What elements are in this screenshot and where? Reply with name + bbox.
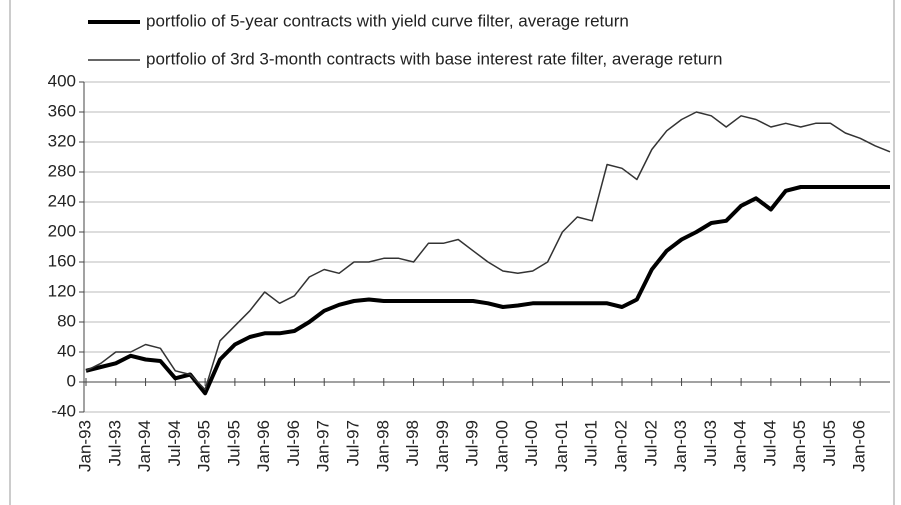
x-tick-label: Jul-04 <box>760 420 779 466</box>
x-tick-label: Jul-94 <box>165 420 184 466</box>
x-tick-label: Jan-95 <box>195 420 214 472</box>
x-tick-label: Jan-94 <box>135 420 154 472</box>
x-tick-label: Jan-98 <box>373 420 392 472</box>
x-tick-label: Jul-95 <box>224 420 243 466</box>
series-line <box>85 111 891 391</box>
x-tick-label: Jul-02 <box>641 420 660 466</box>
x-tick-label: Jan-02 <box>611 420 630 472</box>
x-tick-label: Jul-01 <box>582 420 601 466</box>
y-tick-label: 40 <box>57 341 76 360</box>
x-tick-label: Jan-00 <box>492 420 511 472</box>
x-tick-label: Jan-05 <box>790 420 809 472</box>
y-tick-label: 280 <box>48 161 76 180</box>
x-tick-label: Jul-99 <box>463 420 482 466</box>
y-tick-label: 0 <box>67 371 76 390</box>
x-tick-label: Jul-00 <box>522 420 541 466</box>
y-tick-label: 120 <box>48 281 76 300</box>
x-tick-label: Jan-93 <box>75 420 94 472</box>
x-tick-label: Jul-93 <box>105 420 124 466</box>
legend-label: portfolio of 3rd 3-month contracts with … <box>146 49 722 68</box>
x-tick-label: Jul-96 <box>284 420 303 466</box>
x-tick-label: Jul-97 <box>343 420 362 466</box>
x-tick-label: Jan-99 <box>433 420 452 472</box>
y-tick-label: 240 <box>48 191 76 210</box>
x-tick-label: Jul-03 <box>701 420 720 466</box>
y-tick-label: 400 <box>48 71 76 90</box>
y-tick-label: -40 <box>51 401 76 420</box>
x-tick-label: Jan-01 <box>552 420 571 472</box>
x-tick-label: Jan-04 <box>731 420 750 472</box>
x-tick-label: Jul-98 <box>403 420 422 466</box>
y-tick-label: 160 <box>48 251 76 270</box>
x-tick-label: Jan-97 <box>314 420 333 472</box>
series-line <box>85 185 890 396</box>
x-tick-label: Jan-03 <box>671 420 690 472</box>
y-tick-label: 360 <box>48 101 76 120</box>
legend-label: portfolio of 5-year contracts with yield… <box>146 11 629 30</box>
y-tick-label: 320 <box>48 131 76 150</box>
x-tick-label: Jan-96 <box>254 420 273 472</box>
x-tick-label: Jul-05 <box>820 420 839 466</box>
y-tick-label: 80 <box>57 311 76 330</box>
x-tick-label: Jan-06 <box>850 420 869 472</box>
y-tick-label: 200 <box>48 221 76 240</box>
